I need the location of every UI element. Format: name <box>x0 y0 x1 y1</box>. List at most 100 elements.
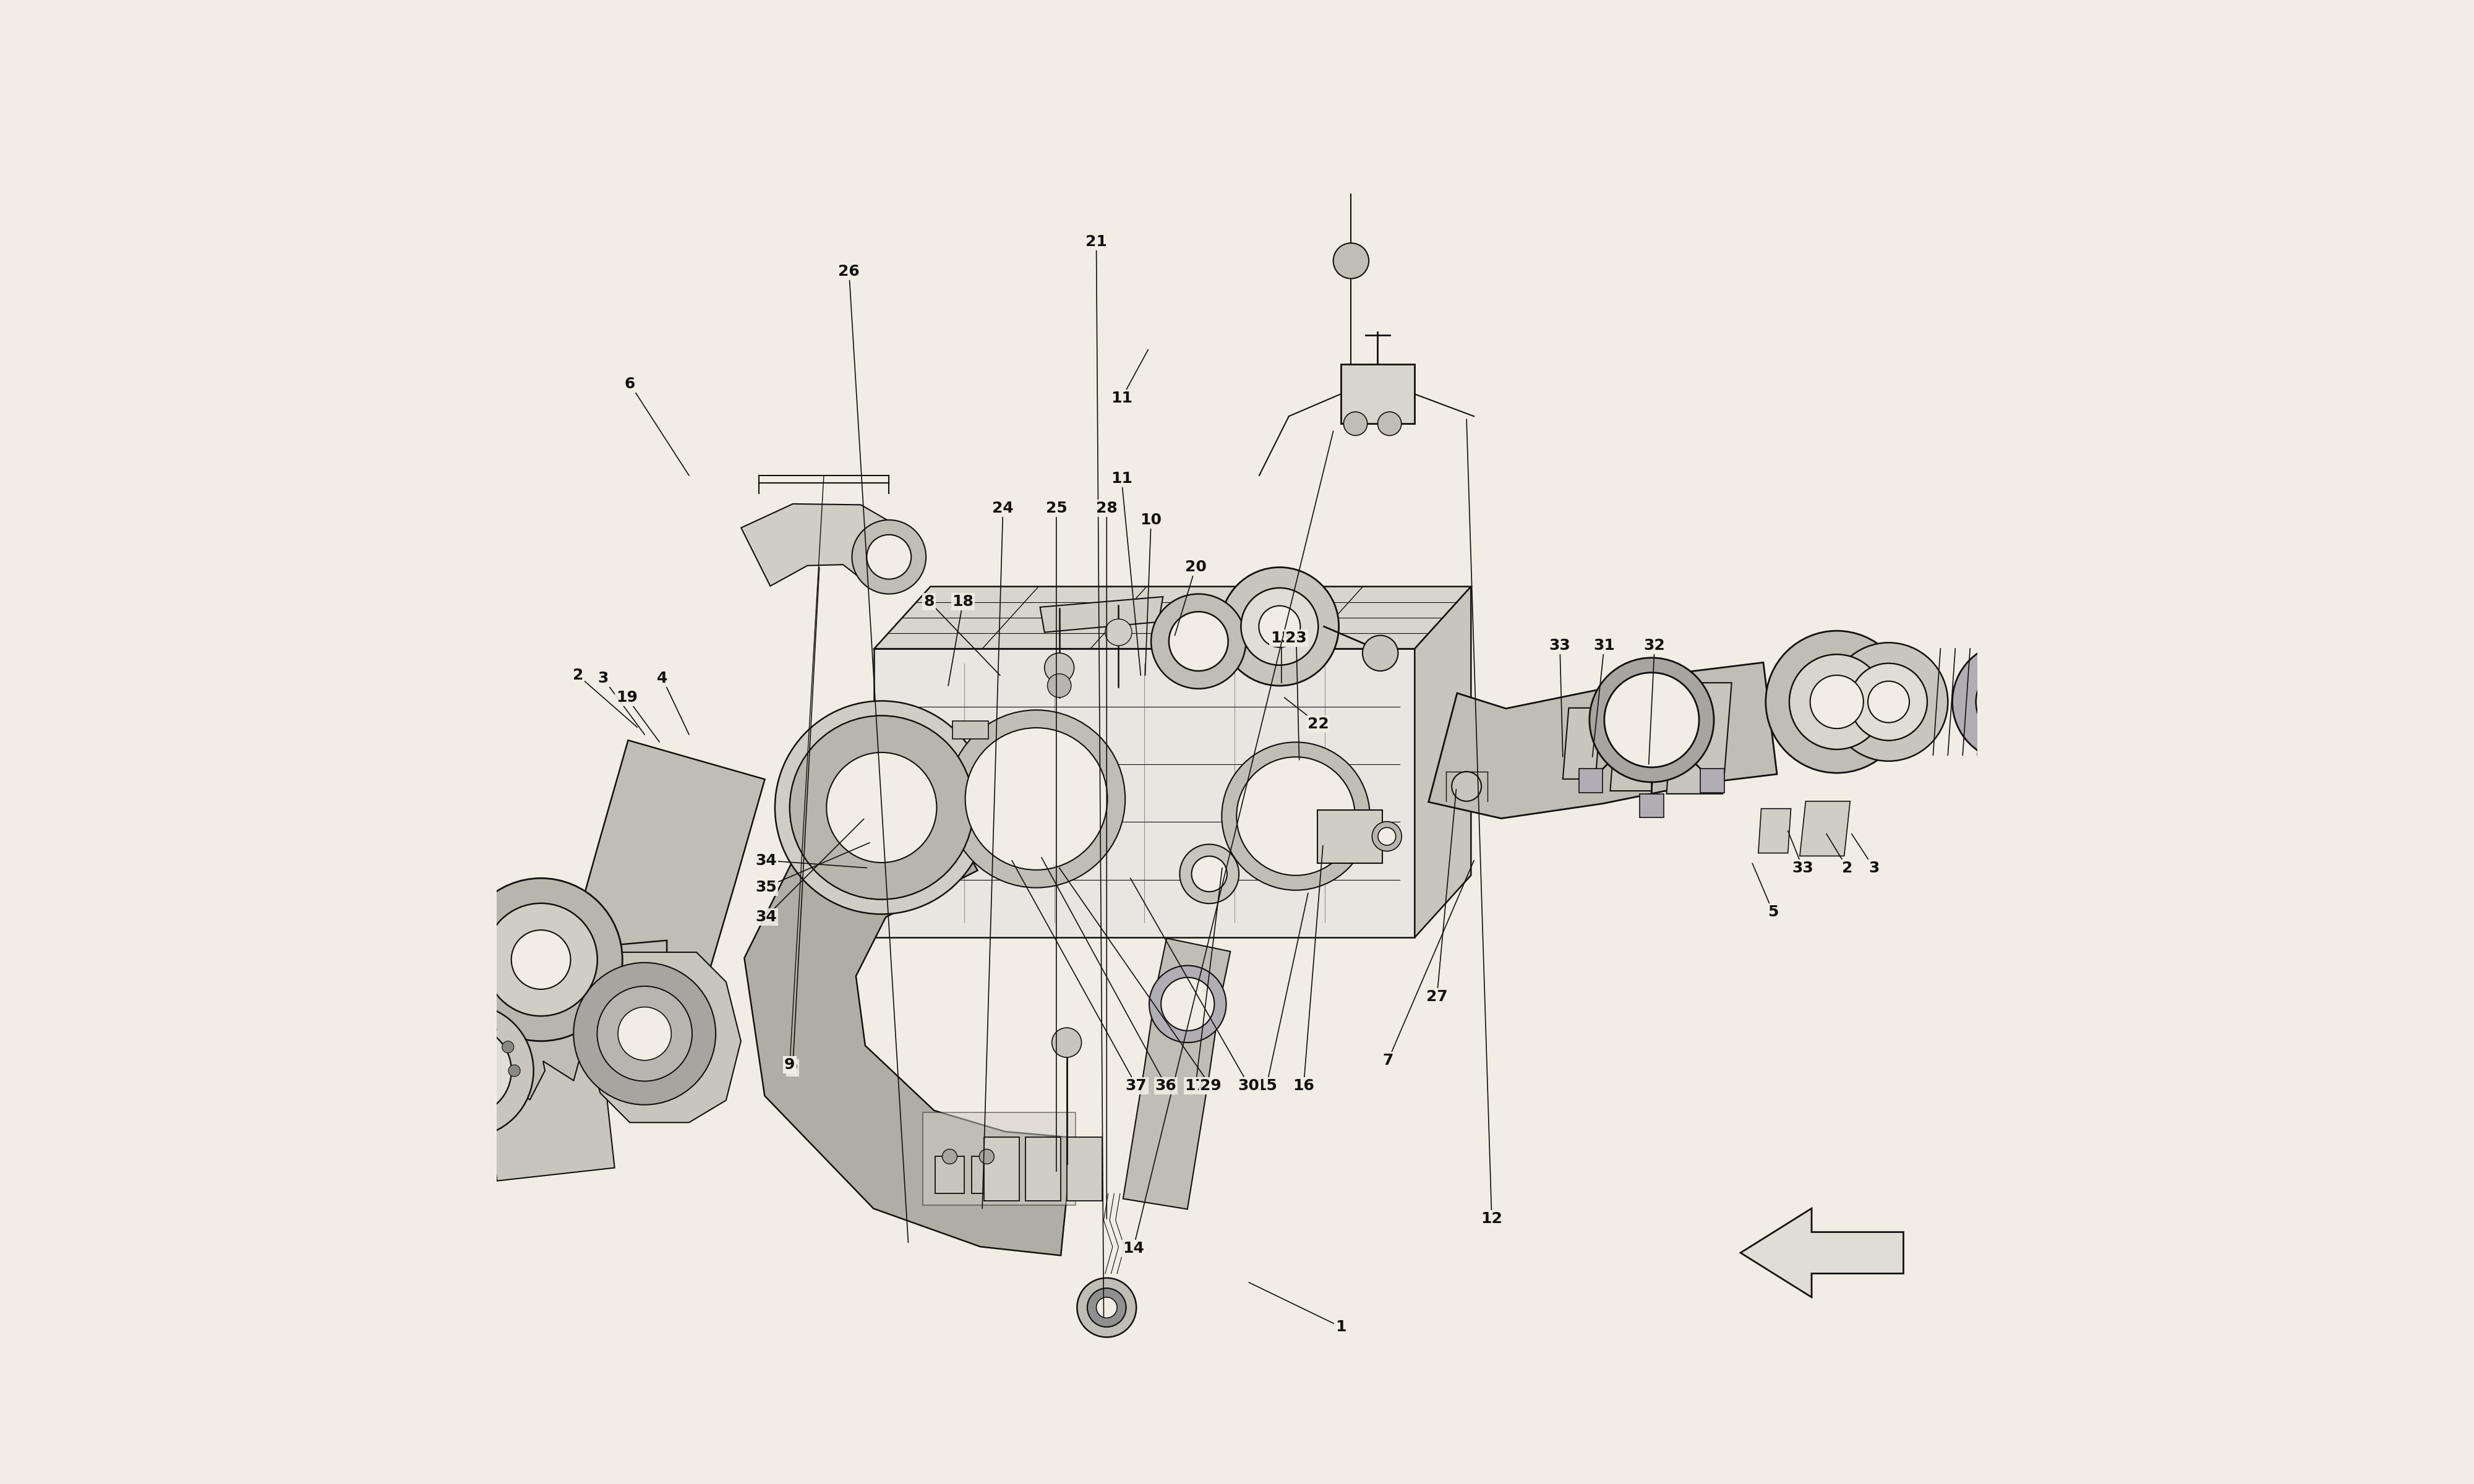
Circle shape <box>1089 1288 1126 1327</box>
Text: 29: 29 <box>1059 868 1222 1092</box>
Text: 2: 2 <box>571 668 638 727</box>
Text: 5: 5 <box>1752 864 1779 920</box>
Circle shape <box>460 879 623 1042</box>
Circle shape <box>596 987 693 1080</box>
Text: 6: 6 <box>623 377 690 475</box>
Text: 36: 36 <box>1042 858 1178 1092</box>
Circle shape <box>1789 654 1885 749</box>
Circle shape <box>596 987 693 1080</box>
Polygon shape <box>985 1137 1019 1201</box>
Circle shape <box>943 1149 957 1163</box>
Circle shape <box>789 715 972 899</box>
Text: 24: 24 <box>982 500 1014 1208</box>
Circle shape <box>1222 742 1371 890</box>
Polygon shape <box>1066 1137 1103 1201</box>
Text: 9: 9 <box>784 1057 794 1071</box>
Circle shape <box>851 519 925 594</box>
Polygon shape <box>873 586 1472 649</box>
Polygon shape <box>742 505 903 586</box>
Circle shape <box>1977 666 2046 738</box>
Text: 10: 10 <box>1141 512 1163 675</box>
Text: 37: 37 <box>1012 861 1148 1092</box>
Polygon shape <box>1415 586 1472 938</box>
Polygon shape <box>1341 365 1415 423</box>
Circle shape <box>1180 844 1239 904</box>
Text: 8: 8 <box>923 594 999 675</box>
Text: 22: 22 <box>1284 697 1329 732</box>
Polygon shape <box>923 1112 1076 1205</box>
Polygon shape <box>524 941 668 1066</box>
Circle shape <box>826 752 938 862</box>
Text: 34: 34 <box>755 819 863 925</box>
Circle shape <box>1051 1028 1081 1058</box>
Circle shape <box>1868 681 1910 723</box>
Text: 20: 20 <box>1175 559 1207 635</box>
Circle shape <box>485 1024 497 1036</box>
Text: 1: 1 <box>1249 1282 1346 1334</box>
Polygon shape <box>1799 801 1851 856</box>
Polygon shape <box>1024 1137 1061 1201</box>
Circle shape <box>512 930 571 990</box>
Text: 35: 35 <box>755 843 871 895</box>
Text: 18: 18 <box>948 594 975 686</box>
Text: 32: 32 <box>1643 638 1665 764</box>
Polygon shape <box>1667 683 1732 794</box>
Circle shape <box>1106 619 1131 646</box>
Circle shape <box>1343 413 1368 435</box>
Circle shape <box>1160 978 1215 1031</box>
Polygon shape <box>1640 794 1663 818</box>
Text: 7: 7 <box>1383 861 1475 1068</box>
Text: 14: 14 <box>1123 430 1333 1255</box>
Circle shape <box>1192 856 1227 892</box>
Polygon shape <box>586 953 740 1122</box>
Circle shape <box>460 1018 473 1030</box>
Circle shape <box>1237 757 1356 876</box>
Circle shape <box>1220 567 1338 686</box>
Polygon shape <box>1578 769 1603 792</box>
Text: 23: 23 <box>1286 631 1306 760</box>
Polygon shape <box>952 721 987 739</box>
Text: 21: 21 <box>1086 234 1106 1316</box>
Text: 3: 3 <box>1851 834 1880 876</box>
Polygon shape <box>482 1034 614 1181</box>
Circle shape <box>1150 966 1227 1043</box>
Polygon shape <box>1123 938 1230 1209</box>
Circle shape <box>502 1042 515 1054</box>
Polygon shape <box>745 767 1074 1255</box>
Circle shape <box>507 1064 520 1076</box>
Text: 4: 4 <box>658 671 690 735</box>
Circle shape <box>1089 1288 1126 1327</box>
Text: 12: 12 <box>1467 420 1502 1226</box>
Circle shape <box>1977 666 2046 738</box>
Text: 15: 15 <box>1257 893 1309 1092</box>
Circle shape <box>1851 663 1927 741</box>
Text: 16: 16 <box>1294 846 1324 1092</box>
Circle shape <box>1811 675 1863 729</box>
Text: 11: 11 <box>1111 470 1141 675</box>
Polygon shape <box>935 1156 965 1193</box>
Circle shape <box>618 1008 670 1061</box>
Circle shape <box>423 1027 512 1114</box>
Polygon shape <box>1700 769 1724 792</box>
Circle shape <box>383 1015 497 1126</box>
Text: 34: 34 <box>755 853 866 868</box>
Circle shape <box>965 727 1108 870</box>
Circle shape <box>1333 243 1368 279</box>
Text: 30: 30 <box>1131 879 1259 1092</box>
Circle shape <box>948 709 1126 887</box>
Circle shape <box>1242 588 1319 665</box>
Text: 33: 33 <box>1789 831 1813 876</box>
Circle shape <box>1828 643 1947 761</box>
Text: 28: 28 <box>1096 500 1118 1218</box>
Polygon shape <box>1611 697 1660 791</box>
Circle shape <box>1378 828 1395 846</box>
Circle shape <box>1047 674 1071 697</box>
Circle shape <box>443 1048 490 1094</box>
Polygon shape <box>1564 708 1601 779</box>
Circle shape <box>1168 611 1227 671</box>
Circle shape <box>1789 654 1885 749</box>
Circle shape <box>485 904 596 1017</box>
Circle shape <box>789 715 972 899</box>
Circle shape <box>574 963 715 1104</box>
Circle shape <box>401 1005 534 1137</box>
